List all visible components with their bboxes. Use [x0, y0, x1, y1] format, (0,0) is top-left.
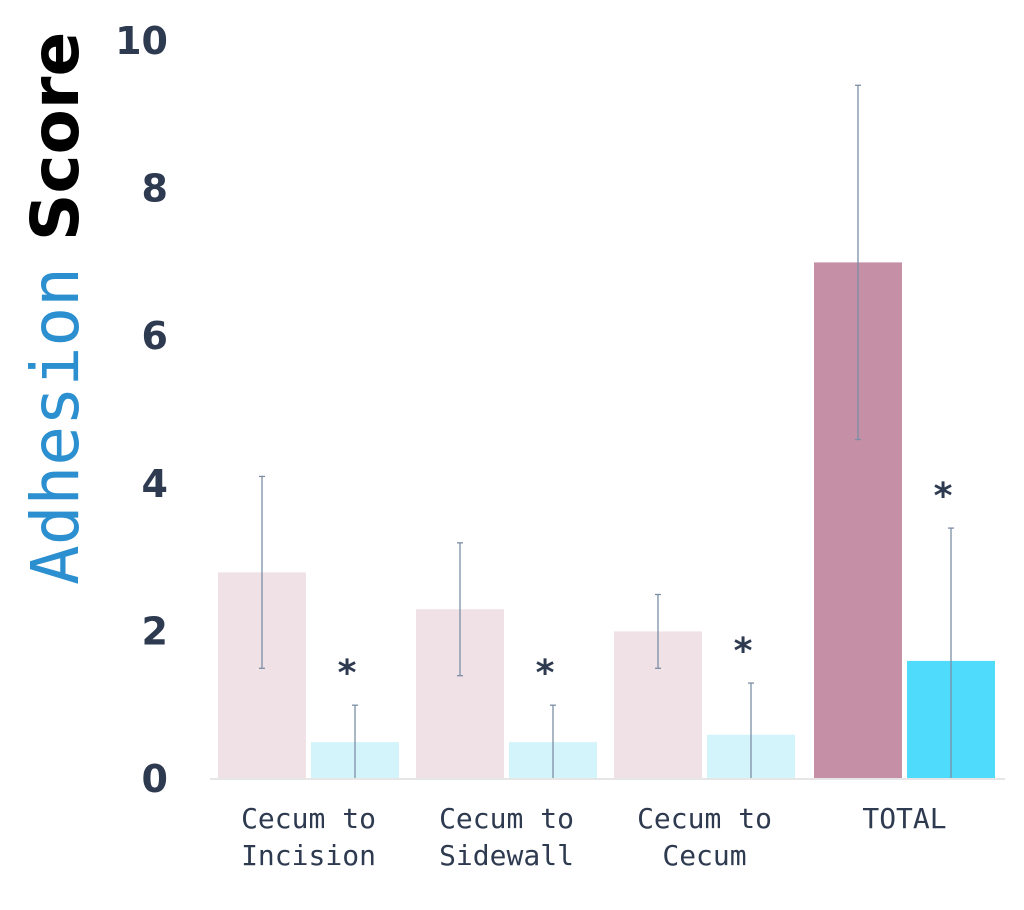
y-tick-label: 0 — [142, 757, 168, 801]
y-tick-label: 2 — [142, 609, 168, 653]
y-tick-label: 8 — [142, 167, 168, 211]
significance-markers: * * * * — [338, 476, 953, 694]
x-tick-label: Sidewall — [439, 839, 574, 872]
y-axis-label-part2: Score — [17, 32, 94, 241]
y-tick-label: 10 — [115, 19, 168, 63]
y-tick-label: 4 — [142, 462, 168, 506]
significance-asterisk: * — [734, 631, 753, 672]
x-axis-ticks: Cecum to Incision Cecum to Sidewall Cecum to… — [241, 802, 947, 872]
x-tick-label: Cecum to — [241, 802, 376, 835]
error-bar-series1-1 — [259, 475, 265, 669]
y-axis-label-part1: Adhesion — [17, 267, 94, 585]
bars — [218, 262, 995, 779]
y-tick-label: 6 — [142, 314, 168, 358]
x-tick-label: Cecum to — [637, 802, 772, 835]
significance-asterisk: * — [338, 653, 357, 694]
x-tick-label: Cecum — [662, 839, 746, 872]
error-bar-series1-4 — [855, 84, 861, 441]
x-tick-label: Cecum to — [439, 802, 574, 835]
y-axis-ticks: 0 2 4 6 8 10 — [115, 19, 168, 801]
significance-asterisk: * — [536, 653, 555, 694]
error-bar-series1-2 — [457, 542, 463, 677]
y-axis-label: Adhesion Score — [17, 32, 94, 585]
significance-asterisk: * — [934, 476, 953, 517]
x-tick-label: Incision — [241, 839, 376, 872]
x-tick-label: TOTAL — [862, 802, 946, 835]
svg-text:AdhesionScore: Adhesion Score — [17, 32, 94, 585]
error-bar-series1-3 — [655, 593, 661, 669]
